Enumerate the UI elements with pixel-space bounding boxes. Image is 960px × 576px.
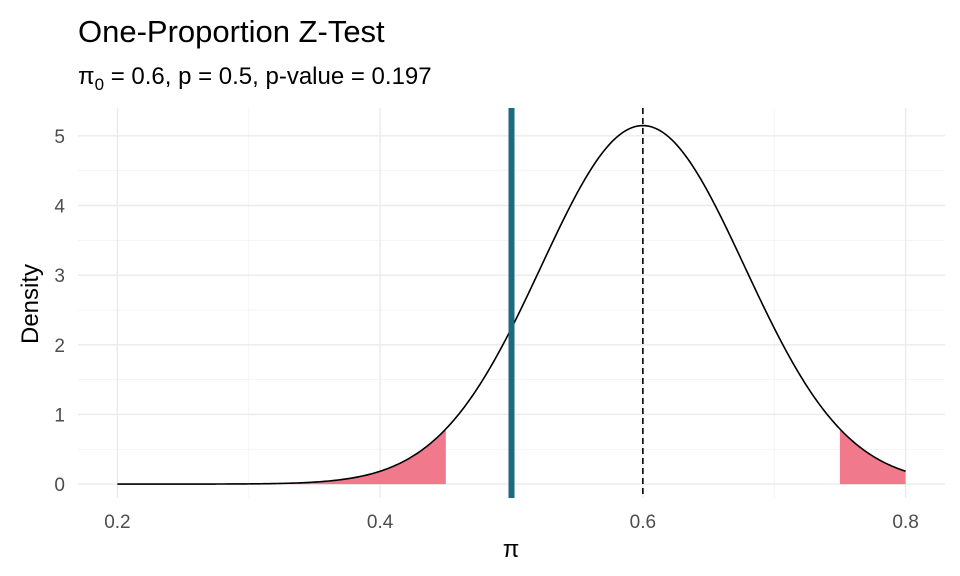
x-tick-label: 0.8	[892, 512, 918, 533]
reference-lines	[508, 108, 644, 498]
y-axis-title: Density	[17, 264, 44, 344]
y-tick-label: 3	[54, 266, 65, 287]
y-tick-label: 0	[54, 475, 65, 496]
x-tick-label: 0.6	[630, 512, 656, 533]
y-tick-label: 1	[54, 405, 65, 426]
subtitle-rest: = 0.6, p = 0.5, p-value = 0.197	[104, 63, 432, 90]
subtitle-subscript: 0	[95, 75, 104, 94]
y-tick-label: 2	[54, 336, 65, 357]
chart-subtitle: π0 = 0.6, p = 0.5, p-value = 0.197	[78, 63, 432, 94]
rejection-region	[117, 428, 446, 485]
y-tick-label: 4	[54, 197, 65, 218]
subtitle-pi-symbol: π	[78, 63, 95, 90]
x-tick-label: 0.4	[367, 512, 394, 533]
x-axis-title: π	[503, 536, 520, 563]
x-tick-label: 0.2	[104, 512, 130, 533]
y-tick-label: 5	[54, 127, 65, 148]
chart-title: One-Proportion Z-Test	[78, 14, 385, 49]
tick-labels: 0.2 0.4 0.6 0.8 0 1 2 3 4 5	[54, 127, 918, 533]
